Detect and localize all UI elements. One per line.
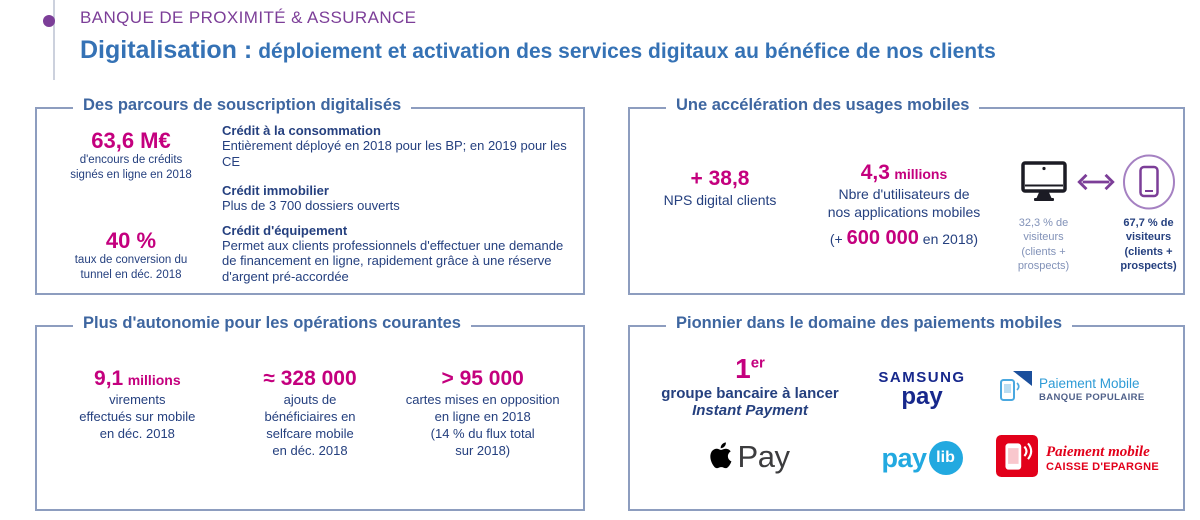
- first-bank-line2: Instant Payment: [692, 402, 808, 419]
- stat-beneficiaires-label: ajouts de bénéficiaires en selfcare mobi…: [264, 392, 356, 458]
- stat-beneficiaires: ≈ 328 000 ajouts de bénéficiaires en sel…: [224, 367, 397, 495]
- stat-app-users-value: 4,3 millions: [860, 161, 948, 184]
- ce-phone-icon: [996, 435, 1038, 482]
- panel-paiements-title: Pionnier dans le domaine des paiements m…: [666, 314, 1073, 333]
- paylib-logo: pay lib: [858, 441, 986, 475]
- stat-app-users: 4,3 millions Nbre d'utilisateurs de nos …: [800, 161, 1008, 250]
- page-title: Digitalisation : déploiement et activatio…: [80, 36, 996, 65]
- banque-populaire-payment-logo: Paiement Mobile BANQUE POPULAIRE: [998, 371, 1178, 408]
- paylib-circle-icon: lib: [928, 441, 963, 475]
- stat-conversion-value: 40 %: [105, 228, 157, 253]
- panel-paiements-mobiles: Pionnier dans le domaine des paiements m…: [628, 314, 1185, 511]
- page-title-rest: déploiement et activation des services d…: [258, 40, 996, 63]
- stat-app-users-growth: (+ 600 000 en 2018): [829, 227, 979, 250]
- credit-conso-body: Entièrement déployé en 2018 pour les BP;…: [222, 138, 567, 169]
- apple-icon: [709, 440, 735, 475]
- panel-souscription-title: Des parcours de souscription digitalisés: [73, 96, 412, 115]
- stat-nps-label: NPS digital clients: [663, 192, 777, 209]
- stat-virements: 9,1 millions virements effectués sur mob…: [51, 367, 224, 495]
- stat-nps: + 38,8 NPS digital clients: [644, 167, 796, 208]
- bp-phone-icon: [998, 371, 1032, 408]
- first-bank-line1: groupe bancaire à lancer: [661, 385, 839, 402]
- list-item: Crédit immobilier Plus de 3 700 dossiers…: [222, 183, 574, 214]
- credit-conso-heading: Crédit à la consommation: [222, 123, 381, 138]
- credit-immo-heading: Crédit immobilier: [222, 182, 329, 198]
- left-right-arrow-icon: [1075, 151, 1117, 213]
- stat-app-users-label: Nbre d'utilisateurs de nos applications …: [827, 186, 981, 220]
- desktop-share-label: 32,3 % de visiteurs (clients + prospects…: [1017, 217, 1070, 272]
- page-title-lead: Digitalisation :: [80, 36, 253, 64]
- credit-equip-heading: Crédit d'équipement: [222, 222, 348, 238]
- mobile-phone-icon: [1117, 151, 1180, 213]
- autonomie-stats: 9,1 millions virements effectués sur mob…: [51, 367, 569, 495]
- stat-encours-label: d'encours de crédits signés en ligne en …: [70, 154, 192, 182]
- list-item: Crédit d'équipement Permet aux clients p…: [222, 223, 574, 286]
- panel-usages-mobiles: Une accélération des usages mobiles + 38…: [628, 96, 1185, 295]
- desktop-icon: [1012, 151, 1075, 213]
- stat-oppositions-label: cartes mises en opposition en ligne en 2…: [405, 392, 560, 458]
- list-item: Crédit à la consommation Entièrement dép…: [222, 123, 574, 170]
- bullet-icon: [43, 15, 55, 27]
- stat-encours: 63,6 M€ d'encours de crédits signés en l…: [51, 128, 211, 183]
- stat-conversion-label: taux de conversion du tunnel en déc. 201…: [74, 254, 188, 282]
- samsung-pay-logo: SAMSUNG pay: [878, 369, 966, 410]
- panel-usages-title: Une accélération des usages mobiles: [666, 96, 980, 115]
- stat-nps-value: + 38,8: [690, 167, 750, 190]
- mobile-share: 67,7 % de visiteurs (clients + prospects…: [1117, 151, 1180, 273]
- panel-autonomie-title: Plus d'autonomie pour les opérations cou…: [73, 314, 471, 333]
- stat-first-bank: 1er groupe bancaire à lancer Instant Pay…: [646, 355, 854, 420]
- credit-immo-body: Plus de 3 700 dossiers ouverts: [222, 197, 400, 213]
- stat-virements-label: virements effectués sur mobile en déc. 2…: [79, 392, 196, 441]
- section-kicker: BANQUE DE PROXIMITÉ & ASSURANCE: [80, 8, 417, 27]
- credit-items: Crédit à la consommation Entièrement dép…: [222, 123, 574, 298]
- stat-encours-value: 63,6 M€: [91, 128, 171, 153]
- panel-souscription: Des parcours de souscription digitalisés…: [35, 96, 585, 298]
- desktop-share: 32,3 % de visiteurs (clients + prospects…: [1012, 151, 1075, 273]
- panel-autonomie: Plus d'autonomie pour les opérations cou…: [35, 314, 585, 511]
- stat-conversion: 40 % taux de conversion du tunnel en déc…: [51, 228, 211, 283]
- stat-oppositions: > 95 000 cartes mises en opposition en l…: [396, 367, 569, 495]
- apple-pay-logo: Pay: [674, 439, 824, 475]
- header-vertical-rule: [53, 0, 55, 80]
- credit-equip-body: Permet aux clients professionnels d'effe…: [222, 237, 564, 285]
- caisse-epargne-payment-logo: Paiement mobile CAISSE D'EPARGNE: [996, 435, 1184, 482]
- mobile-share-label: 67,7 % de visiteurs (clients + prospects…: [1120, 217, 1177, 272]
- device-split: 32,3 % de visiteurs (clients + prospects…: [1012, 151, 1180, 273]
